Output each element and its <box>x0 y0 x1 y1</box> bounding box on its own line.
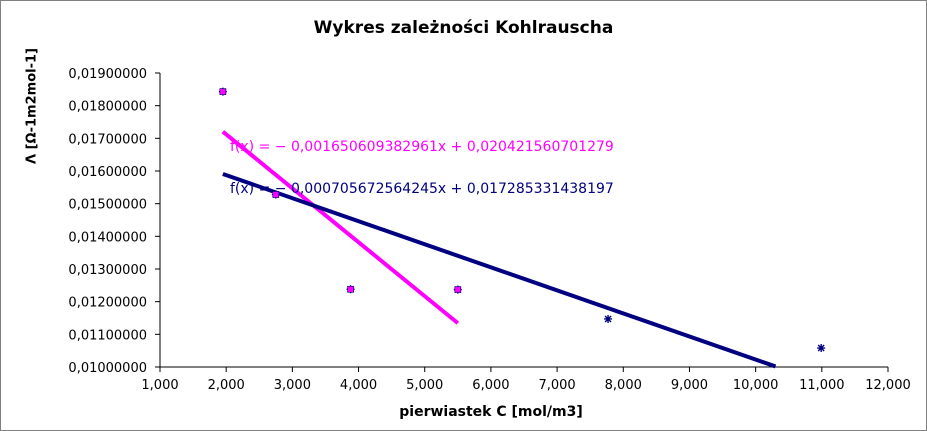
chart-title: Wykres zależności Kohlrauscha <box>313 18 614 38</box>
y-tick-label: 0,01400000 <box>68 230 147 245</box>
x-tick-label: 7,000 <box>538 378 575 393</box>
x-tick-label: 11,000 <box>799 378 845 393</box>
y-tick-label: 0,01700000 <box>68 132 147 147</box>
trendline-1 <box>221 130 460 325</box>
data-point-star <box>817 344 826 353</box>
data-point-square <box>347 285 354 293</box>
x-tick-label: 8,000 <box>605 378 642 393</box>
x-tick-label: 12,000 <box>865 378 911 393</box>
y-tick-label: 0,01900000 <box>68 67 147 82</box>
x-tick-label: 10,000 <box>733 378 779 393</box>
data-point-square <box>219 88 227 95</box>
x-tick-label: 2,000 <box>208 378 245 393</box>
y-tick-label: 0,01800000 <box>68 100 147 115</box>
y-tick-label: 0,01300000 <box>68 263 147 278</box>
x-tick-label: 1,000 <box>141 378 178 393</box>
y-tick-label: 0,01000000 <box>68 361 147 376</box>
data-point-square <box>272 191 280 198</box>
data-point-star <box>604 314 613 323</box>
x-tick-label: 5,000 <box>406 378 443 393</box>
x-axis-label: pierwiastek C [mol/m3] <box>399 404 583 420</box>
y-tick-label: 0,01500000 <box>68 198 147 213</box>
trendline-equation-2: f(x) = − 0,000705672564245x + 0,01728533… <box>230 181 614 197</box>
x-tick-label: 3,000 <box>274 378 311 393</box>
data-point-square <box>454 286 462 293</box>
y-tick-label: 0,01200000 <box>68 296 147 311</box>
trendline-2 <box>222 172 777 369</box>
x-tick-label: 4,000 <box>340 378 377 393</box>
x-tick-label: 9,000 <box>671 378 708 393</box>
trendline-equation-1: f(x) = − 0,001650609382961x + 0,02042156… <box>230 139 614 155</box>
y-tick-label: 0,01600000 <box>68 165 147 180</box>
x-tick-label: 6,000 <box>472 378 509 393</box>
y-tick-label: 0,01100000 <box>68 328 147 343</box>
